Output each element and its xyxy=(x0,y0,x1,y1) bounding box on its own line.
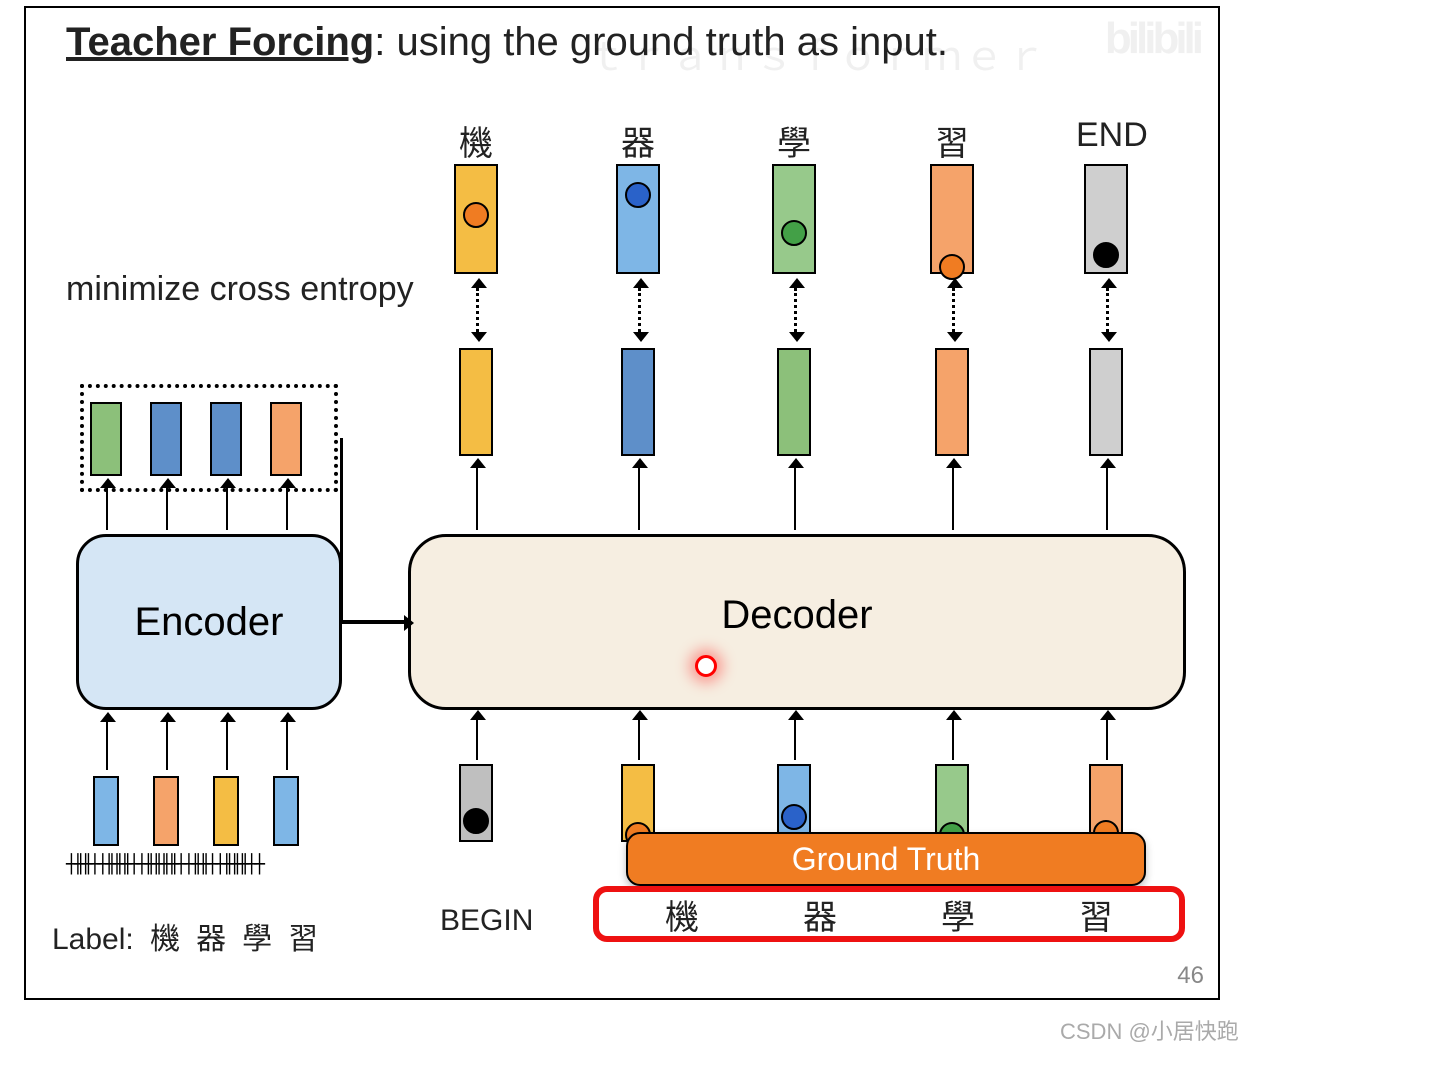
bi-arrow-icon xyxy=(1106,288,1109,332)
encoder-input-token xyxy=(213,776,239,846)
up-arrow-icon xyxy=(638,720,640,760)
mce-text: minimize cross entropy xyxy=(66,270,414,309)
output-label: 學 xyxy=(764,116,824,165)
bi-arrow-icon xyxy=(794,288,797,332)
watermark-text: ｔｒａｎｓｆｏｒｍｅｒ xyxy=(586,24,1048,82)
input-token-box xyxy=(777,764,811,842)
up-arrow-icon xyxy=(286,488,288,530)
label-char: 機 xyxy=(150,923,180,956)
bi-arrow-icon xyxy=(476,288,479,332)
distribution-dot-icon xyxy=(463,202,489,228)
up-arrow-icon xyxy=(638,468,640,530)
distribution-dot-icon xyxy=(625,182,651,208)
label-text: Label: 機器學習 xyxy=(52,914,326,958)
embedding-box xyxy=(935,348,969,456)
slide-frame: Teacher Forcing: using the ground truth … xyxy=(24,6,1220,1000)
embedding-box xyxy=(621,348,655,456)
up-arrow-icon xyxy=(106,722,108,770)
up-arrow-icon xyxy=(226,722,228,770)
input-dot-icon xyxy=(781,804,807,830)
encoder-input-token xyxy=(153,776,179,846)
label-char: 器 xyxy=(196,923,226,956)
encoder-box: Encoder xyxy=(76,534,342,710)
up-arrow-icon xyxy=(952,720,954,760)
ground-truth-chars: 機器學習 xyxy=(593,886,1185,942)
up-arrow-icon xyxy=(226,488,228,530)
encoder-to-decoder-arrow2 xyxy=(340,620,404,623)
gt-char: 習 xyxy=(1079,890,1113,939)
waveform-icon: ┼╫╫┼┼╫╫╫┼┼╫╫╫╫┼┼╫╫┼┼╫╫╫┼┼ xyxy=(66,854,262,875)
decoder-label: Decoder xyxy=(721,593,872,637)
gt-char: 器 xyxy=(803,890,837,939)
label-char: 習 xyxy=(288,923,318,956)
begin-label: BEGIN xyxy=(440,904,533,938)
up-arrow-icon xyxy=(166,488,168,530)
ground-truth-banner: Ground Truth xyxy=(626,832,1146,886)
output-label: 器 xyxy=(608,116,668,165)
label-char: 學 xyxy=(242,923,272,956)
decoder-box: Decoder xyxy=(408,534,1186,710)
csdn-watermark: CSDN @小居快跑 xyxy=(1060,1014,1239,1046)
output-label: END xyxy=(1076,116,1136,155)
up-arrow-icon xyxy=(106,488,108,530)
input-dot-icon xyxy=(463,808,489,834)
encoder-input-token xyxy=(273,776,299,846)
encoder-input-token xyxy=(93,776,119,846)
gt-char: 機 xyxy=(665,890,699,939)
embedding-box xyxy=(777,348,811,456)
up-arrow-icon xyxy=(1106,468,1108,530)
encoder-output-token xyxy=(150,402,182,476)
distribution-box xyxy=(772,164,816,274)
distribution-dot-icon xyxy=(1093,242,1119,268)
gt-char: 學 xyxy=(941,890,975,939)
encoder-label: Encoder xyxy=(135,600,284,644)
encoder-output-token xyxy=(270,402,302,476)
laser-pointer-icon xyxy=(695,655,717,677)
up-arrow-icon xyxy=(476,720,478,760)
up-arrow-icon xyxy=(952,468,954,530)
watermark-logo: bilibili xyxy=(1105,14,1200,64)
up-arrow-icon xyxy=(794,468,796,530)
up-arrow-icon xyxy=(166,722,168,770)
distribution-box xyxy=(616,164,660,274)
encoder-output-token xyxy=(210,402,242,476)
page-number: 46 xyxy=(1177,962,1204,990)
output-label: 機 xyxy=(446,116,506,165)
bi-arrow-icon xyxy=(952,288,955,332)
title-bold: Teacher Forcing xyxy=(66,20,374,64)
encoder-output-token xyxy=(90,402,122,476)
encoder-to-decoder-arrow xyxy=(340,438,404,624)
output-label: 習 xyxy=(922,116,982,165)
up-arrow-icon xyxy=(286,722,288,770)
up-arrow-icon xyxy=(794,720,796,760)
bi-arrow-icon xyxy=(638,288,641,332)
up-arrow-icon xyxy=(1106,720,1108,760)
distribution-dot-icon xyxy=(781,220,807,246)
up-arrow-icon xyxy=(476,468,478,530)
label-prefix: Label: xyxy=(52,923,134,956)
embedding-box xyxy=(459,348,493,456)
embedding-box xyxy=(1089,348,1123,456)
distribution-dot-icon xyxy=(939,254,965,280)
